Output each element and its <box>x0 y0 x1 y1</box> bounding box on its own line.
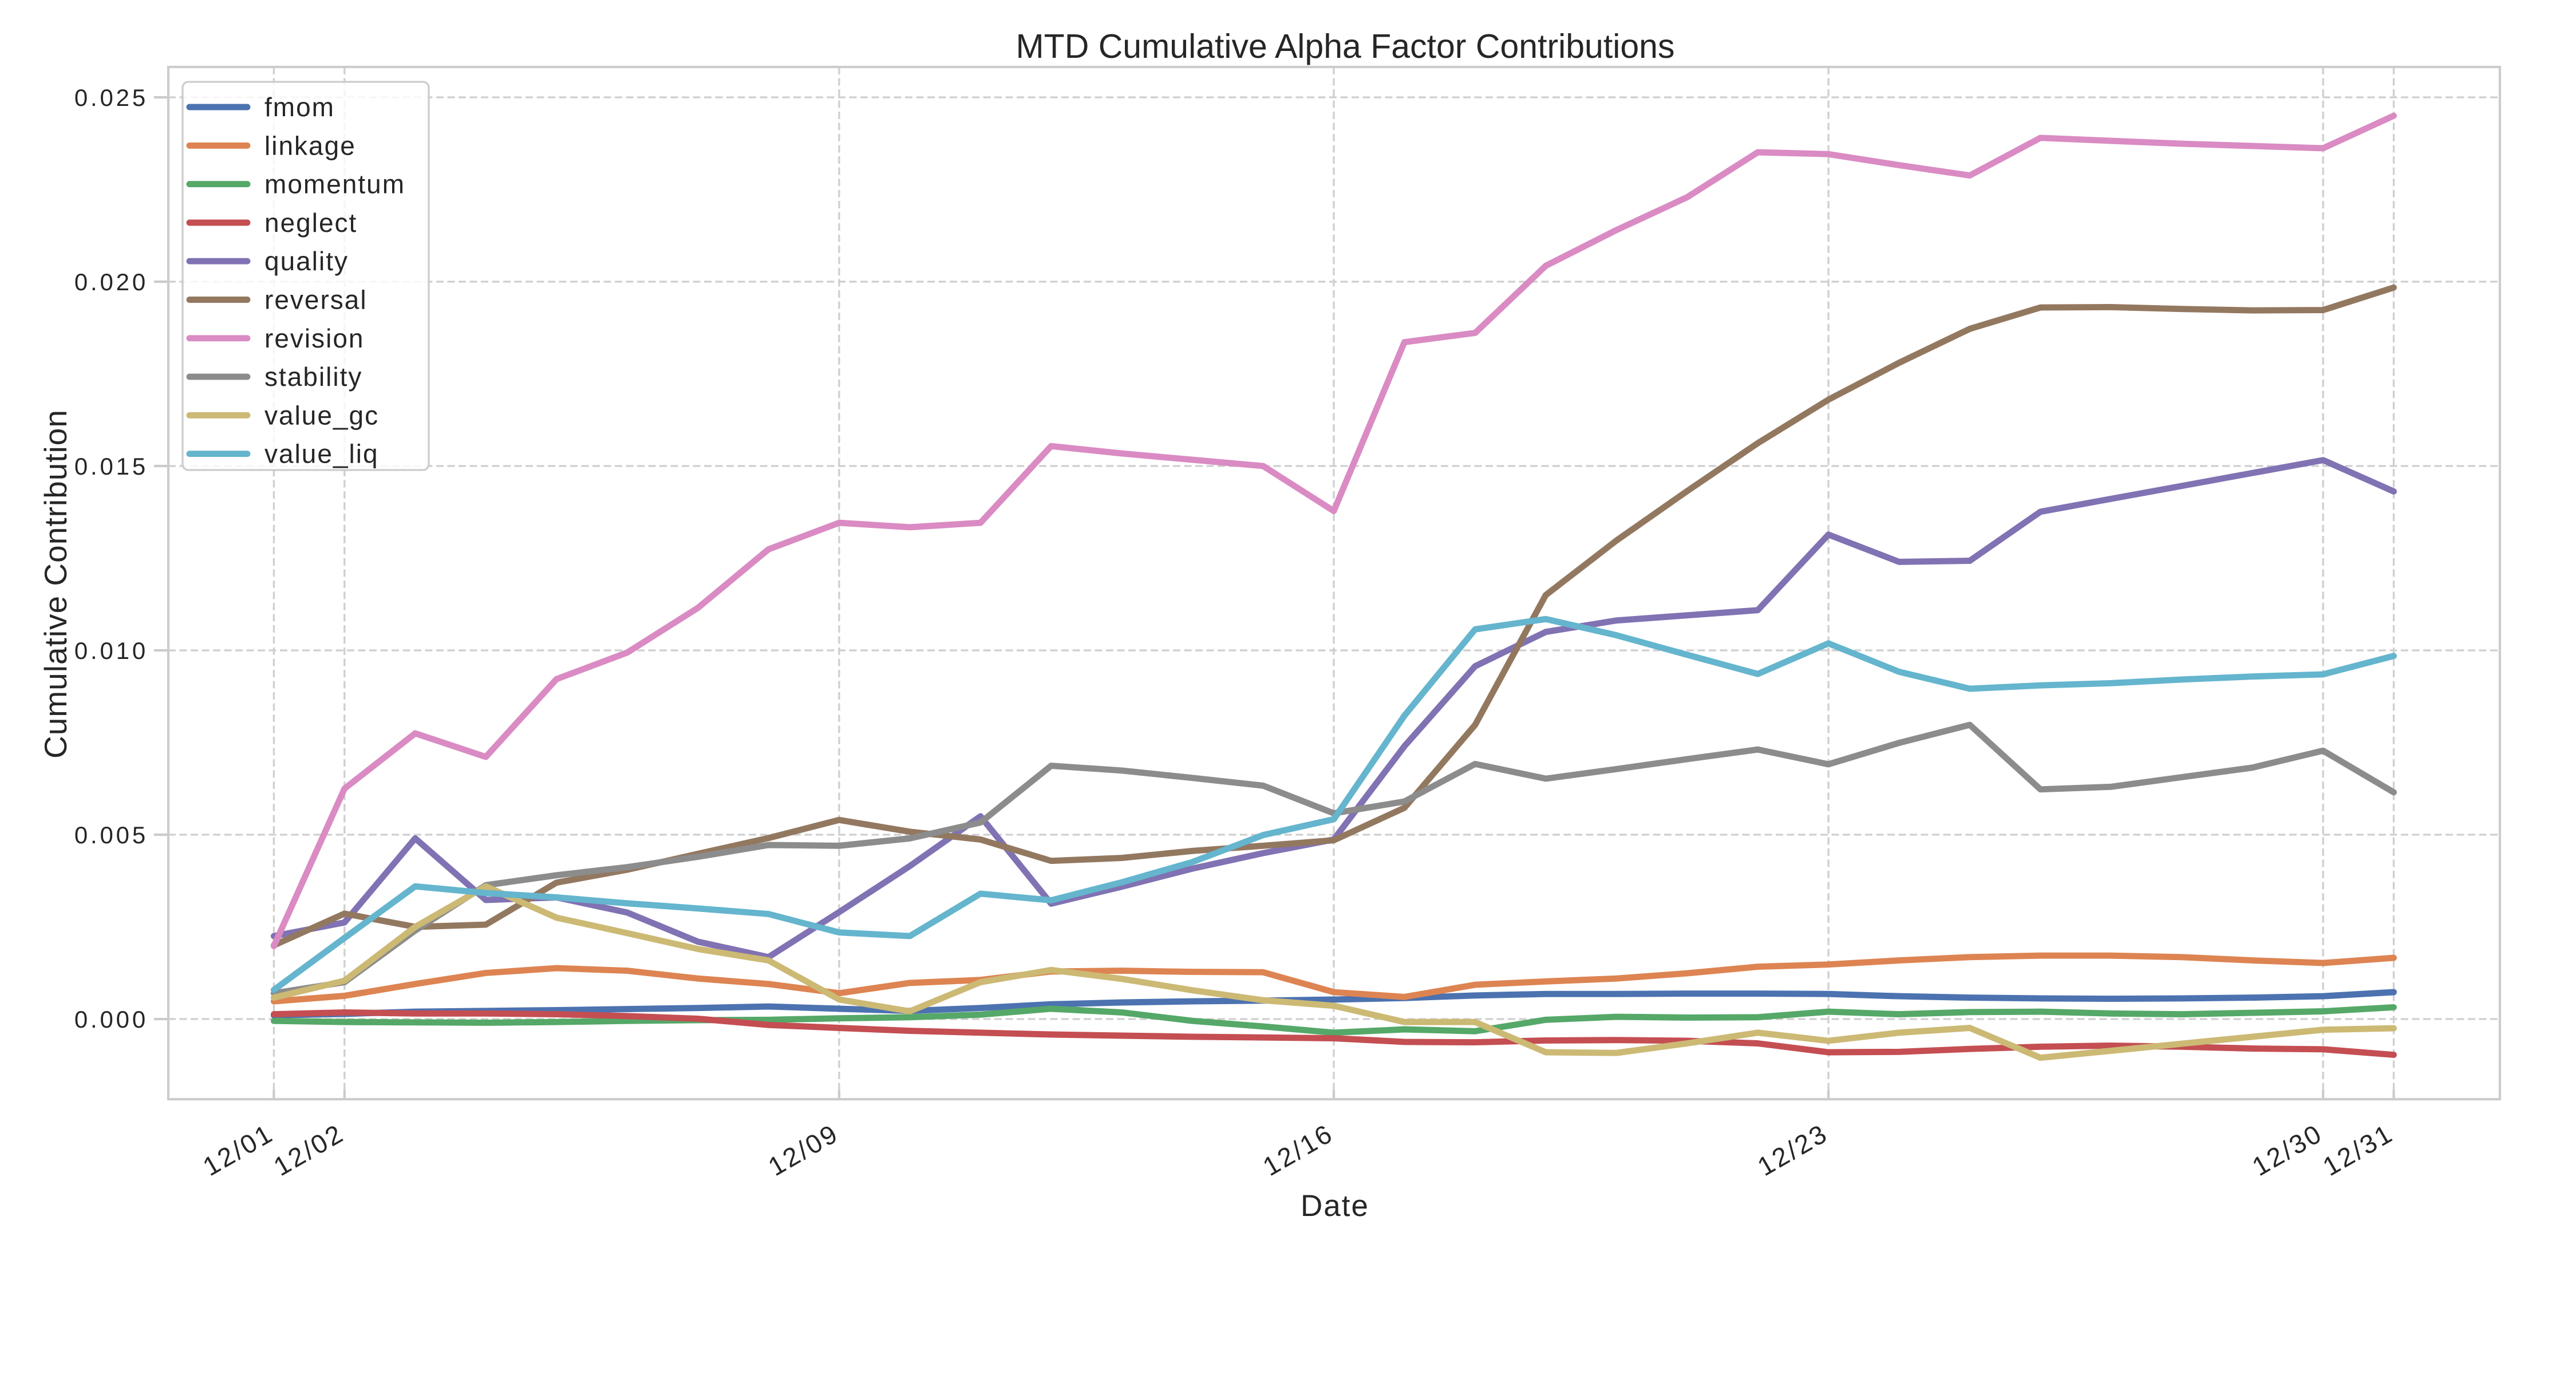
svg-text:Cumulative Contribution: Cumulative Contribution <box>38 409 73 759</box>
svg-text:0.005: 0.005 <box>74 822 148 848</box>
svg-text:linkage: linkage <box>264 131 356 160</box>
svg-text:value_liq: value_liq <box>264 439 379 469</box>
svg-text:fmom: fmom <box>264 92 335 122</box>
svg-text:0.000: 0.000 <box>74 1006 148 1033</box>
svg-text:0.025: 0.025 <box>74 84 148 111</box>
svg-text:Date: Date <box>1301 1189 1369 1223</box>
svg-text:stability: stability <box>264 362 362 392</box>
svg-text:quality: quality <box>264 246 349 276</box>
svg-text:momentum: momentum <box>264 169 405 199</box>
svg-text:MTD Cumulative Alpha Factor Co: MTD Cumulative Alpha Factor Contribution… <box>1016 27 1675 65</box>
svg-text:0.015: 0.015 <box>74 453 148 480</box>
svg-text:0.020: 0.020 <box>74 269 148 295</box>
svg-text:value_gc: value_gc <box>264 400 379 430</box>
svg-text:neglect: neglect <box>264 208 357 238</box>
svg-text:0.010: 0.010 <box>74 637 148 664</box>
svg-text:reversal: reversal <box>264 285 368 315</box>
svg-text:revision: revision <box>264 323 365 353</box>
